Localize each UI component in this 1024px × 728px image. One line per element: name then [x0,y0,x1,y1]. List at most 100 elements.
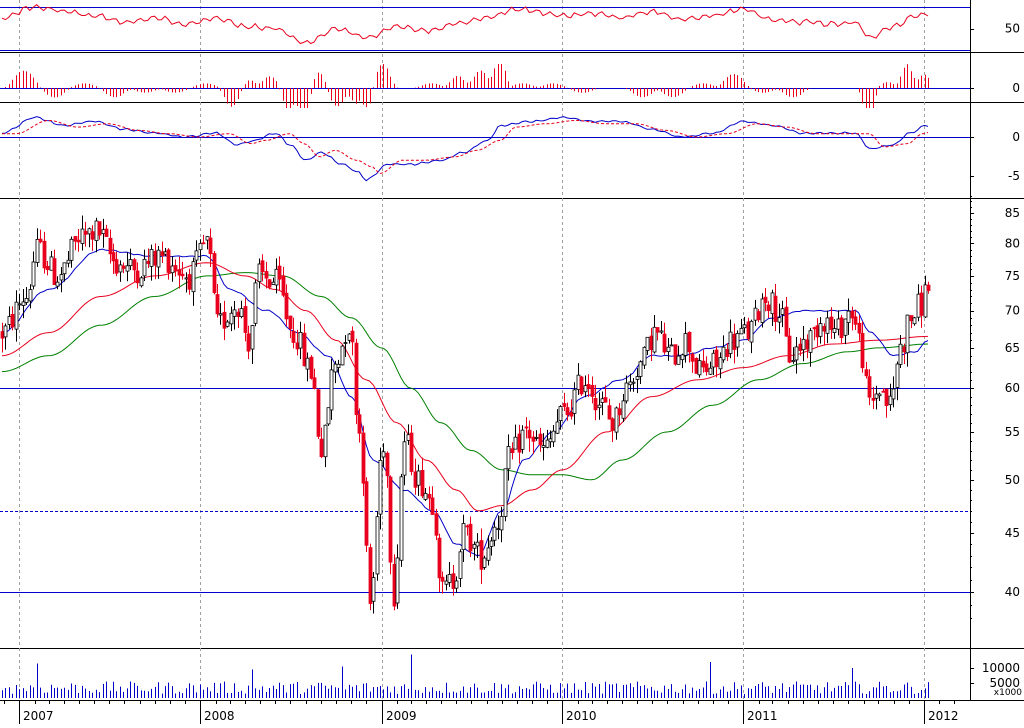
candle-body-49 [170,265,175,274]
candle-body-46 [160,251,165,256]
candle-body-109 [378,459,383,515]
candle-body-141 [489,540,494,547]
candle-body-234 [812,327,817,330]
candle-body-62 [215,294,220,315]
candle-body-196 [680,354,685,361]
candle-body-79 [274,268,279,286]
candle-body-162 [562,403,567,407]
candle-body-187 [649,335,654,351]
candle-body-87 [302,332,307,367]
candle-body-25 [87,228,92,235]
candle-body-29 [101,229,106,235]
candle-body-52 [180,273,185,277]
candle-body-44 [153,250,158,266]
candle-body-228 [791,360,796,363]
candle-body-130 [451,573,456,589]
candle-body-240 [832,328,837,333]
candle-body-84 [291,330,296,343]
ma-slow-line [1,272,929,481]
candle-body-81 [281,275,286,296]
candle-body-211 [732,333,737,350]
candle-body-248 [860,332,865,369]
candle-body-247 [857,322,862,334]
plot-background [0,0,970,700]
candle-body-256 [888,395,893,406]
candle-body-119 [413,471,418,488]
candle-body-245 [850,310,855,319]
year-label-2008: 2008 [204,709,235,723]
candle-body-14 [49,256,54,271]
candle-body-137 [475,541,480,547]
candle-body-121 [420,469,425,497]
candle-body-146 [506,446,511,470]
candle-body-50 [173,265,178,271]
candle-body-235 [815,325,820,338]
candle-body-262 [909,315,914,322]
candle-body-165 [572,389,577,414]
candle-body-85 [295,342,300,350]
candle-body-175 [607,405,612,420]
candle-body-207 [718,357,723,370]
candle-body-190 [659,330,664,333]
candle-body-212 [735,333,740,348]
candle-body-231 [801,338,806,351]
candle-body-138 [479,540,484,570]
candle-body-139 [482,557,487,568]
candle-body-112 [388,476,393,563]
candle-body-45 [156,249,161,268]
candle-body-223 [773,295,778,322]
candle-body-166 [576,374,581,390]
year-label-2007: 2007 [23,709,54,723]
candle-body-218 [756,311,761,321]
candle-body-155 [538,433,543,446]
candle-body-93 [323,424,328,458]
year-label-2009: 2009 [386,709,417,723]
candle-body-150 [520,429,525,450]
candle-body-28 [97,221,102,236]
candle-body-232 [805,339,810,350]
candle-body-174 [603,397,608,403]
candle-body-239 [829,316,834,330]
candle-body-39 [135,270,140,284]
candle-body-229 [794,346,799,361]
candle-body-0 [0,331,5,339]
candle-body-151 [524,426,529,429]
tick-label-price-85: 85 [1005,206,1020,220]
candle-body-136 [472,544,477,549]
candle-body-103 [357,414,362,434]
candle-body-43 [149,249,154,267]
candle-body-60 [208,237,213,255]
candle-body-23 [80,228,85,244]
candle-body-142 [492,526,497,541]
candle-body-219 [760,298,765,323]
candle-body-86 [298,332,303,349]
candle-body-213 [739,327,744,335]
candle-body-161 [558,406,563,422]
candle-body-58 [201,242,206,245]
candle-body-30 [104,228,109,238]
tick-label-price-75: 75 [1005,269,1020,283]
candle-body-195 [676,355,681,365]
candle-body-92 [319,438,324,458]
ma-mid-line [1,262,929,512]
candle-body-125 [434,513,439,536]
candle-body-74 [257,263,262,283]
candle-body-20 [69,238,74,261]
candle-body-216 [749,320,754,343]
candle-body-238 [825,317,830,334]
candle-body-116 [402,441,407,476]
candle-body-69 [239,308,244,317]
candle-body-15 [52,258,57,285]
candle-body-246 [853,316,858,325]
candle-body-202 [701,360,706,368]
candle-body-42 [146,260,151,264]
candle-body-134 [465,525,470,528]
candle-body-153 [531,436,536,442]
candle-body-188 [652,326,657,353]
candle-body-51 [177,269,182,276]
tick-label-macd--5: -5 [1008,169,1020,183]
candle-body-143 [496,528,501,531]
tick-label-price-80: 80 [1005,236,1020,250]
candle-body-38 [132,259,137,271]
